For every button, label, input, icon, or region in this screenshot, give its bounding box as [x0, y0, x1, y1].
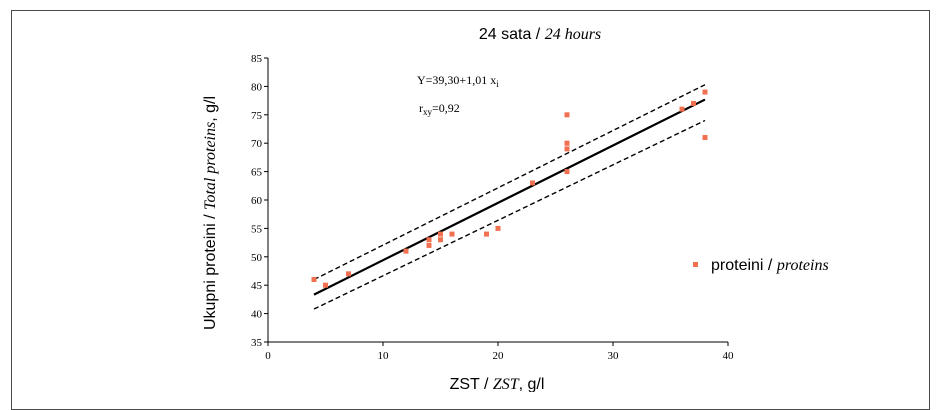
- data-point: [449, 231, 455, 237]
- data-point: [495, 225, 501, 231]
- y-tick-label: 75: [251, 110, 263, 122]
- data-point: [323, 282, 328, 288]
- x-tick-label: 20: [493, 350, 505, 362]
- data-point: [438, 231, 443, 237]
- chart-title-italic: 24 hours: [545, 26, 601, 43]
- y-tick-label: 85: [251, 53, 263, 65]
- regression-lines: [313, 84, 706, 310]
- scatter-chart: 24 sata / 24 hours Ukupni proteini / Tot…: [202, 26, 829, 392]
- confidence-lower-line: [313, 119, 706, 310]
- correlation-value: =0,92: [432, 101, 460, 115]
- data-point: [346, 271, 351, 277]
- data-point: [564, 112, 570, 118]
- y-tick-label: 40: [251, 309, 263, 321]
- chart-title: 24 sata / 24 hours: [479, 26, 601, 43]
- legend-marker: [693, 262, 698, 267]
- data-point: [564, 146, 570, 152]
- x-axis-label-plain: ZST /: [450, 376, 493, 392]
- x-tick-label: 40: [723, 350, 735, 362]
- data-point: [691, 100, 696, 106]
- y-axis-label: Ukupni proteini / Total proteins, g/l: [202, 96, 219, 330]
- data-point: [530, 180, 535, 186]
- x-axis-label: ZST / ZST, g/l: [450, 376, 545, 392]
- equation-text: Y=39,30+1,01 x: [417, 73, 496, 87]
- x-tick-label: 30: [608, 350, 620, 362]
- x-axis-label-unit: , g/l: [519, 376, 545, 392]
- legend-label-italic: proteins: [776, 257, 829, 274]
- data-point: [311, 277, 317, 283]
- equation-subscript: i: [496, 79, 499, 89]
- y-tick-label: 55: [251, 223, 263, 235]
- confidence-upper-line: [313, 84, 706, 281]
- legend: proteini / proteins: [693, 257, 829, 274]
- x-axis-label-italic: ZST: [493, 376, 520, 392]
- y-tick-label: 50: [251, 252, 263, 264]
- data-point: [702, 89, 708, 95]
- chart-title-plain: 24 sata /: [479, 26, 545, 43]
- y-tick-label: 80: [251, 81, 263, 93]
- legend-label: proteini / proteins: [711, 257, 829, 274]
- data-point: [484, 231, 489, 237]
- data-point: [679, 106, 685, 112]
- data-points: [311, 89, 708, 288]
- equation-annotation: Y=39,30+1,01 xi: [417, 73, 499, 89]
- x-tick-label: 10: [378, 350, 390, 362]
- legend-label-plain: proteini /: [711, 257, 777, 274]
- y-tick-label: 60: [251, 195, 263, 207]
- y-tick-label: 70: [251, 138, 263, 150]
- correlation-prefix: r: [419, 101, 423, 115]
- correlation-annotation: rxy=0,92: [419, 101, 460, 117]
- data-point: [564, 169, 570, 175]
- y-axis-label-plain: Ukupni proteini /: [202, 210, 219, 330]
- y-axis-label-italic: Total proteins: [202, 122, 219, 210]
- regression-line: [313, 98, 706, 296]
- data-point: [564, 140, 570, 146]
- y-tick-label: 35: [251, 337, 263, 349]
- axis-ticks: 35 40 45 50 55 60 65 70 75 80 85 0 10 20 30 40: [251, 53, 734, 362]
- data-point: [426, 237, 432, 243]
- data-point: [403, 248, 409, 254]
- data-point: [426, 242, 432, 248]
- data-point: [702, 135, 708, 141]
- data-point: [438, 237, 443, 243]
- correlation-subscript: xy: [423, 107, 433, 117]
- y-tick-label: 45: [251, 280, 263, 292]
- y-axis-label-unit: , g/l: [202, 96, 219, 122]
- y-tick-label: 65: [251, 167, 263, 179]
- x-tick-label: 0: [265, 350, 271, 362]
